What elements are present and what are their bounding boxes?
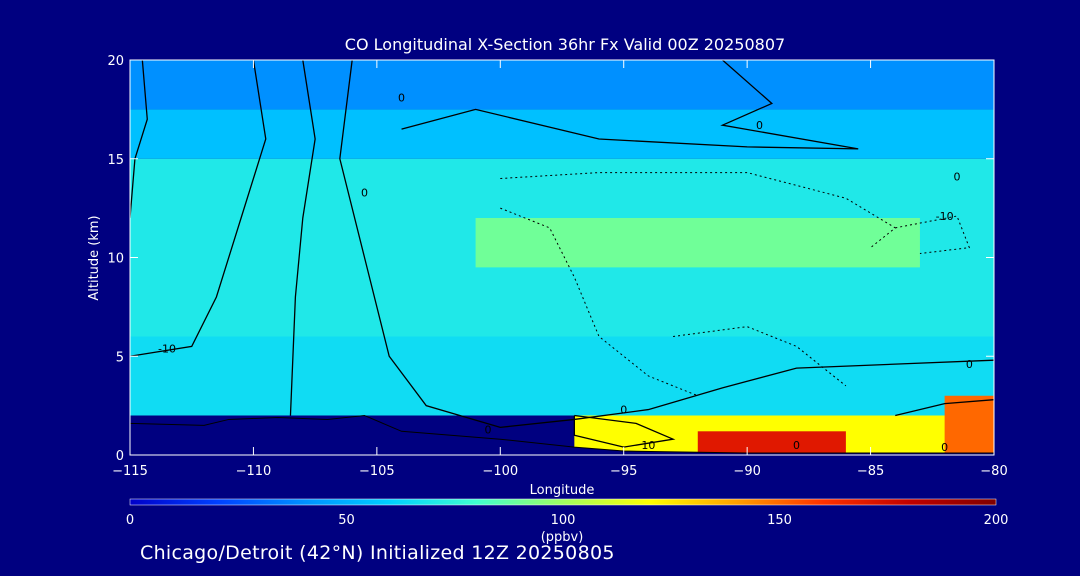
fill-band-mid-troposphere bbox=[130, 336, 994, 416]
footer-caption: Chicago/Detroit (42°N) Initialized 12Z 2… bbox=[140, 542, 615, 564]
contour-label: 0 bbox=[620, 404, 627, 417]
colorbar-tick-label: 150 bbox=[767, 513, 792, 528]
solid-contour-line bbox=[130, 60, 148, 219]
x-axis: −115 −110 −105 −100 −95 −90 −85 −80 bbox=[112, 60, 1008, 479]
colorbar-gradient bbox=[129, 498, 997, 506]
dotted-contour-line bbox=[895, 215, 971, 255]
plot-area bbox=[130, 60, 994, 455]
terrain-surface bbox=[130, 414, 994, 455]
x-tick-label: −85 bbox=[857, 464, 884, 479]
y-tick-label: 0 bbox=[116, 449, 124, 464]
fill-band-upper-troposphere bbox=[130, 109, 994, 159]
colorbar-tick-label: 50 bbox=[338, 513, 355, 528]
solid-contour-line bbox=[339, 60, 994, 429]
x-tick-label: −100 bbox=[482, 464, 518, 479]
y-axis: 0 5 10 15 20 bbox=[107, 54, 994, 464]
x-tick-label: −80 bbox=[980, 464, 1007, 479]
terrain-mask bbox=[130, 414, 994, 455]
colorbar: 0 50 100 150 200 bbox=[126, 498, 1009, 528]
y-tick-label: 15 bbox=[107, 153, 124, 168]
colorbar-label: (ppbv) bbox=[541, 530, 584, 545]
y-tick-label: 5 bbox=[116, 350, 124, 365]
x-axis-label: Longitude bbox=[530, 483, 595, 498]
contour-label: 0 bbox=[398, 92, 405, 105]
solid-contour-line bbox=[401, 60, 859, 150]
solid-contour-line bbox=[130, 60, 267, 357]
contour-label: 0 bbox=[966, 358, 973, 371]
x-tick-label: −115 bbox=[112, 464, 148, 479]
x-tick-label: −110 bbox=[236, 464, 272, 479]
y-tick-label: 10 bbox=[107, 252, 124, 267]
y-tick-label: 20 bbox=[107, 54, 124, 69]
contour-label: -10 bbox=[158, 342, 176, 355]
contour-label: -10 bbox=[936, 210, 954, 223]
dotted-contour-line bbox=[500, 172, 897, 249]
contour-label: 0 bbox=[484, 423, 491, 436]
fill-band-surface-east bbox=[944, 395, 994, 455]
contour-label: 0 bbox=[953, 171, 960, 184]
x-tick-label: −95 bbox=[610, 464, 637, 479]
colorbar-tick-label: 200 bbox=[984, 513, 1009, 528]
fill-band-upper-plume bbox=[475, 218, 920, 268]
dotted-contour-line bbox=[673, 326, 847, 387]
solid-contour-line bbox=[289, 60, 316, 416]
fill-band-stratosphere bbox=[130, 60, 994, 110]
contour-label: 0 bbox=[756, 119, 763, 132]
contour-labels: 0 0 10 0 0 0 -10 -10 0 0 0 0 bbox=[158, 92, 973, 455]
x-tick-label: −90 bbox=[733, 464, 760, 479]
contour-label: 10 bbox=[641, 439, 655, 452]
contour-label: 0 bbox=[793, 439, 800, 452]
y-axis-label: Altitude (km) bbox=[87, 215, 102, 300]
colorbar-tick-label: 100 bbox=[551, 513, 576, 528]
contour-label: 0 bbox=[361, 186, 368, 199]
x-tick-label: −105 bbox=[359, 464, 395, 479]
solid-contour-line bbox=[573, 414, 676, 448]
contour-lines bbox=[130, 60, 994, 448]
chart-title: CO Longitudinal X-Section 36hr Fx Valid … bbox=[345, 35, 785, 54]
contour-label: 0 bbox=[941, 441, 948, 454]
solid-contour-line bbox=[895, 399, 994, 417]
colorbar-tick-label: 0 bbox=[126, 513, 134, 528]
dotted-contour-line bbox=[500, 207, 698, 397]
fill-band-surface-max bbox=[697, 431, 846, 455]
